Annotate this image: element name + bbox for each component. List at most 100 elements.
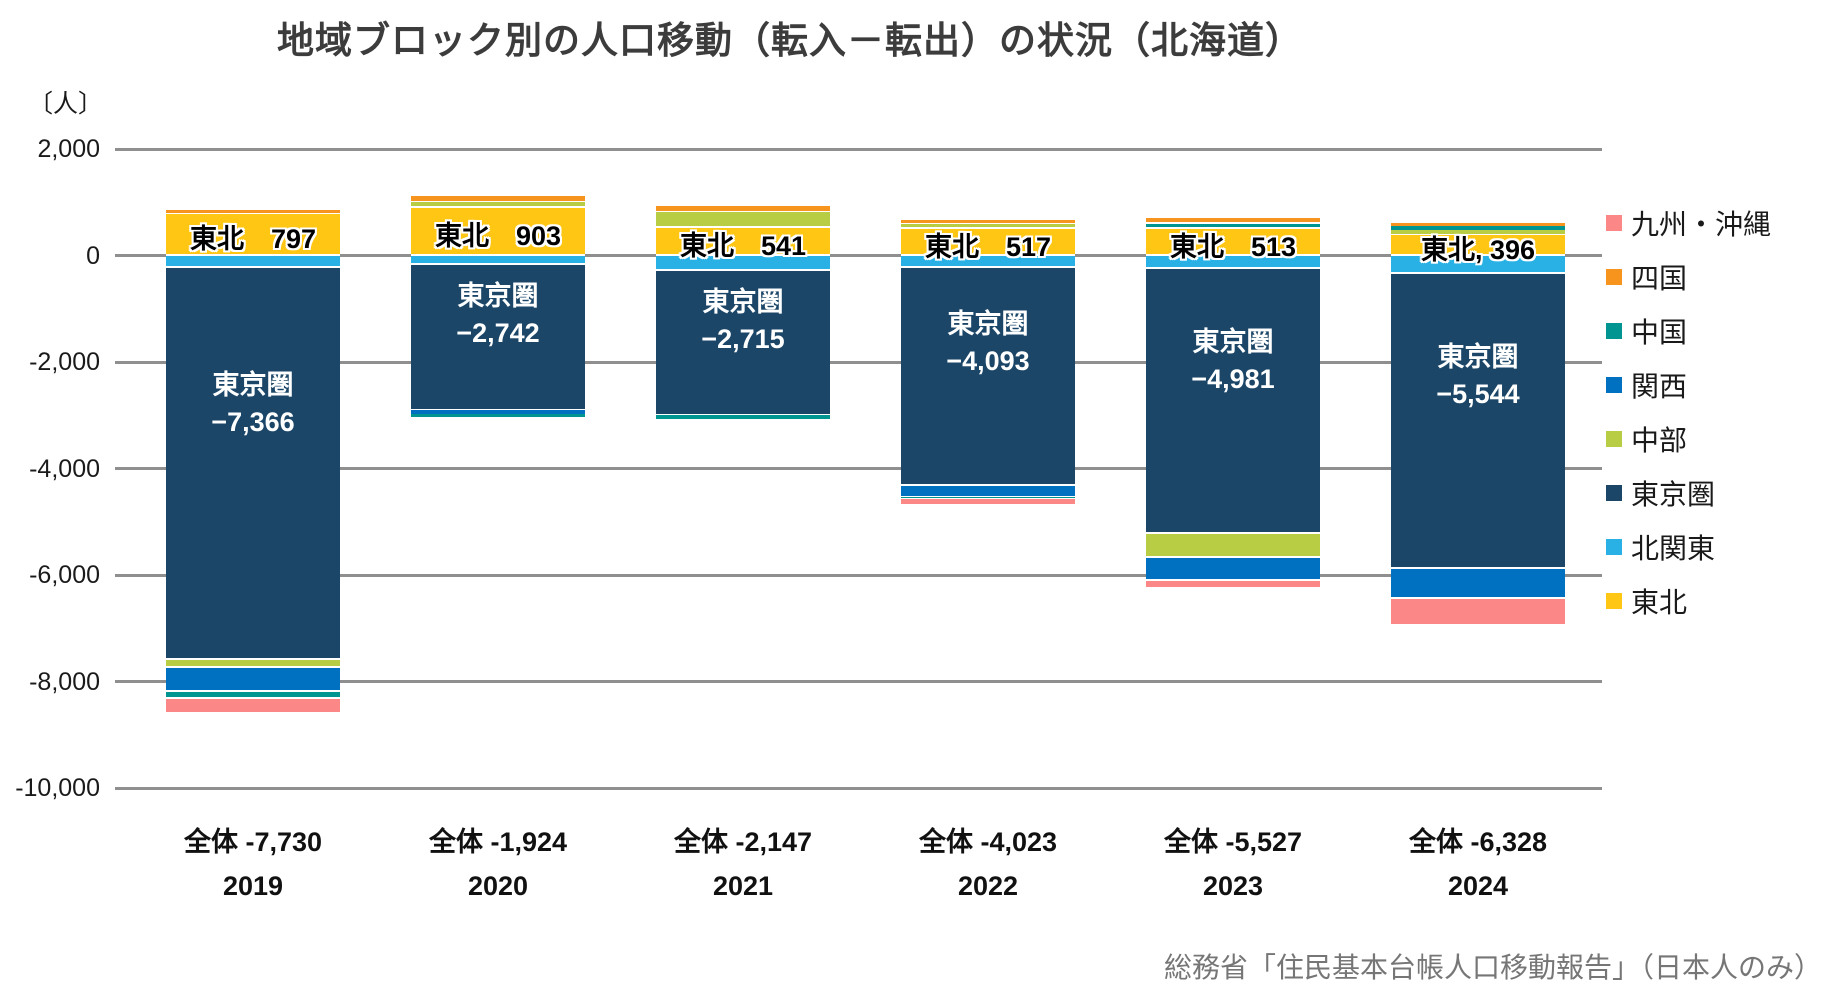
year-label: 2023 — [1202, 871, 1264, 901]
bar-segment-shikoku — [901, 219, 1075, 223]
legend-swatch-icon — [1606, 323, 1622, 339]
x-axis-label-2024: 全体 -6,328 2024 — [1356, 820, 1600, 902]
bar-segment-tokyo-area — [1391, 273, 1565, 567]
total-label: 全体 -4,023 — [918, 827, 1058, 857]
bar-segment-tokyo-area — [656, 271, 830, 414]
bar-segment-shikoku — [166, 209, 340, 214]
gridline--8000 — [115, 680, 1602, 683]
legend-item: 北関東 — [1606, 520, 1771, 574]
x-axis-label-2019: 全体 -7,730 2019 — [131, 820, 375, 902]
tohoku-value-label: 東北 541 — [679, 231, 807, 262]
year-label: 2021 — [712, 871, 774, 901]
legend-swatch-icon — [1606, 485, 1622, 501]
bar-segment-tokyo-area — [166, 267, 340, 658]
y-tick-label: 2,000 — [37, 135, 100, 163]
bar-segment-kita-kanto — [656, 256, 830, 270]
bar-segment-kyushu-okinawa — [901, 499, 1075, 505]
tohoku-value-label: 東北 513 — [1169, 231, 1297, 262]
x-axis-label-2020: 全体 -1,924 2020 — [376, 820, 620, 902]
legend-item: 中部 — [1606, 412, 1771, 466]
bar-segment-kita-kanto — [1391, 256, 1565, 272]
bar-segment-shikoku — [1391, 222, 1565, 226]
legend-label: 中部 — [1631, 425, 1688, 456]
bar-segment-chugoku — [166, 691, 340, 697]
legend-item: 東京圏 — [1606, 466, 1771, 520]
bar-segment-kansai — [411, 410, 585, 414]
bar-2022: 東北 517 東京圏 −4,093 — [901, 219, 1075, 506]
y-tick-label: -8,000 — [29, 667, 100, 696]
tokyo-area-value-label: 東京圏 −7,366 — [166, 367, 340, 441]
bar-2023: 東北 513 東京圏 −4,981 — [1146, 217, 1320, 589]
tokyo-area-label-value: −5,544 — [1436, 378, 1520, 409]
bar-segment-kansai — [1391, 568, 1565, 597]
total-label: 全体 -5,527 — [1163, 827, 1303, 857]
legend-swatch-icon — [1606, 431, 1622, 447]
x-axis-label-2022: 全体 -4,023 2022 — [866, 820, 1110, 902]
gridline-2000 — [115, 147, 1602, 151]
bar-segment-shikoku — [656, 206, 830, 212]
x-axis-label-2023: 全体 -5,527 2023 — [1111, 820, 1355, 902]
legend-item: 東北 — [1606, 574, 1771, 628]
tokyo-area-label-value: −7,366 — [211, 406, 295, 437]
year-label: 2022 — [957, 871, 1019, 901]
bar-segment-chugoku — [1391, 225, 1565, 230]
bar-segment-tokyo-area — [1146, 268, 1320, 532]
y-tick-label: -6,000 — [29, 561, 100, 589]
gridline-0 — [115, 254, 1602, 257]
tohoku-value-label: 東北 517 — [924, 231, 1052, 262]
bar-segment-tohoku — [1146, 229, 1320, 255]
bar-segment-chubu — [166, 659, 340, 666]
bar-segment-chugoku — [411, 413, 585, 418]
bar-segment-kansai — [166, 667, 340, 690]
bar-segment-tohoku — [656, 227, 830, 255]
tohoku-value-label: 東北, 396 — [1420, 234, 1536, 265]
year-label: 2024 — [1447, 871, 1509, 901]
bar-segment-tokyo-area — [411, 265, 585, 409]
tokyo-area-value-label: 東京圏 −5,544 — [1391, 339, 1565, 413]
tokyo-area-label-name: 東京圏 — [1437, 341, 1519, 372]
y-tick-label: -2,000 — [29, 348, 100, 376]
gridline--10000 — [115, 786, 1602, 790]
legend-label: 四国 — [1631, 263, 1688, 294]
legend-item: 関西 — [1606, 358, 1771, 412]
tokyo-area-label-value: −2,742 — [456, 318, 540, 349]
legend-item: 四国 — [1606, 250, 1771, 304]
bar-segment-kita-kanto — [166, 256, 340, 266]
total-label: 全体 -6,328 — [1408, 827, 1548, 857]
legend-label: 北関東 — [1631, 533, 1716, 564]
bar-2024: 東北, 396 東京圏 −5,544 — [1391, 222, 1565, 626]
bar-segment-kyushu-okinawa — [166, 698, 340, 712]
bar-segment-chubu — [1391, 229, 1565, 235]
legend-swatch-icon — [1606, 377, 1622, 393]
bar-segment-shikoku — [411, 195, 585, 201]
legend-label: 九州・沖縄 — [1631, 209, 1772, 240]
tohoku-value-label: 東北 903 — [434, 221, 562, 252]
legend-swatch-icon — [1606, 215, 1622, 231]
total-label: 全体 -7,730 — [183, 827, 323, 857]
bar-segment-shikoku — [1146, 218, 1320, 222]
total-label: 全体 -1,924 — [428, 827, 568, 857]
tokyo-area-label-name: 東京圏 — [947, 309, 1029, 340]
bar-segment-tohoku — [901, 228, 1075, 255]
y-tick-label: 0 — [86, 241, 100, 270]
legend-label: 関西 — [1631, 371, 1688, 402]
bar-segment-kita-kanto — [901, 256, 1075, 267]
bar-segment-chugoku — [1146, 223, 1320, 228]
bar-2019: 東北 797 東京圏 −7,366 — [166, 209, 340, 713]
bar-2021: 東北 541 東京圏 −2,715 — [656, 206, 830, 419]
tokyo-area-label-value: −4,981 — [1191, 363, 1275, 394]
bar-segment-chubu — [656, 212, 830, 226]
gridline--6000 — [115, 573, 1602, 577]
bar-segment-kyushu-okinawa — [1391, 598, 1565, 625]
legend-item: 中国 — [1606, 304, 1771, 358]
bar-segment-tokyo-area — [901, 268, 1075, 485]
year-label: 2020 — [467, 871, 529, 901]
y-axis-unit-label: 〔人〕 — [28, 90, 104, 118]
tokyo-area-label-name: 東京圏 — [702, 287, 784, 317]
tokyo-area-label-value: −4,093 — [946, 346, 1030, 377]
tokyo-area-label-value: −2,715 — [701, 324, 785, 354]
bar-segment-chubu — [901, 223, 1075, 227]
bar-segment-kansai — [901, 486, 1075, 497]
tokyo-area-label-name: 東京圏 — [1192, 326, 1274, 357]
bar-segment-kansai — [1146, 558, 1320, 580]
